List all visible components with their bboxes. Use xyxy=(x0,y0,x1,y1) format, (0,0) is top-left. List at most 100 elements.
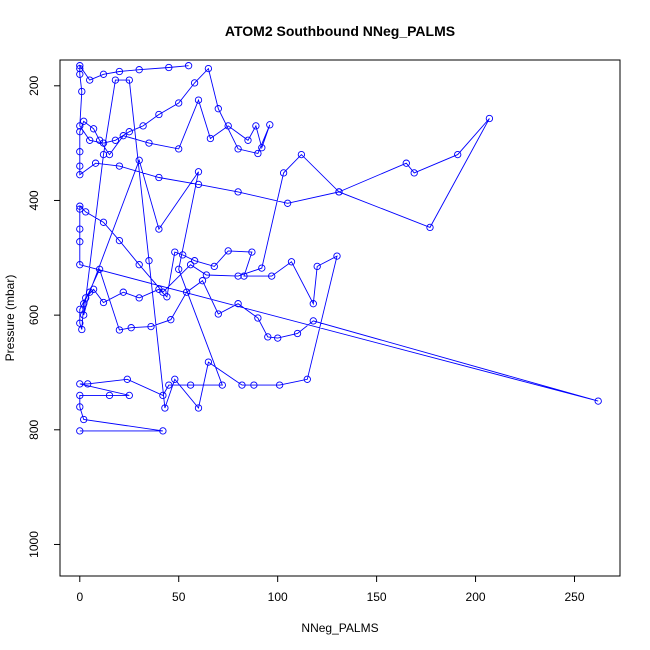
data-point xyxy=(119,132,127,140)
data-point xyxy=(145,257,153,265)
data-point xyxy=(275,381,284,389)
data-point xyxy=(214,310,222,318)
data-point xyxy=(105,150,114,159)
data-point xyxy=(78,325,86,334)
data-point xyxy=(99,298,108,307)
data-point xyxy=(86,76,94,84)
data-point xyxy=(426,223,434,232)
data-point xyxy=(123,375,131,383)
data-point xyxy=(115,67,124,76)
data-point xyxy=(80,300,88,308)
data-point xyxy=(155,110,163,119)
data-point xyxy=(171,375,179,383)
data-point xyxy=(139,122,147,130)
data-point xyxy=(99,139,108,147)
data-point xyxy=(594,397,602,405)
y-axis-label: Pressure (mbar) xyxy=(3,275,17,362)
data-point xyxy=(76,202,84,210)
data-point xyxy=(238,381,246,389)
data-point xyxy=(313,262,321,271)
data-point xyxy=(155,225,163,233)
data-point xyxy=(194,180,203,189)
y-axis: 200 400 600 800 1000 xyxy=(27,75,61,558)
data-point xyxy=(76,62,84,70)
data-point xyxy=(159,288,167,296)
data-point xyxy=(258,144,266,152)
data-point xyxy=(287,258,296,266)
data-point xyxy=(254,314,262,322)
x-tick-label: 150 xyxy=(367,590,387,604)
data-point xyxy=(204,358,213,366)
data-point xyxy=(206,134,215,143)
data-point xyxy=(76,225,84,233)
data-point xyxy=(250,381,258,389)
data-point xyxy=(76,238,84,246)
data-point xyxy=(268,272,276,280)
data-point xyxy=(218,381,226,389)
data-point xyxy=(198,277,207,285)
data-point xyxy=(115,326,124,334)
data-point xyxy=(95,265,104,273)
data-point xyxy=(80,117,88,125)
data-point xyxy=(159,427,167,435)
data-point xyxy=(76,380,84,388)
data-point xyxy=(264,333,272,341)
data-point xyxy=(89,285,98,293)
data-point xyxy=(175,145,183,153)
data-point xyxy=(125,128,133,136)
data-point xyxy=(159,391,167,400)
data-point xyxy=(234,272,242,280)
data-point xyxy=(80,311,88,319)
data-point xyxy=(91,159,100,167)
data-point xyxy=(161,404,169,412)
data-point xyxy=(145,139,153,147)
data-point xyxy=(194,96,203,104)
data-layer xyxy=(76,62,602,435)
data-point xyxy=(204,64,213,73)
data-point xyxy=(76,261,84,269)
data-point xyxy=(202,271,211,279)
data-point xyxy=(111,76,120,84)
data-point xyxy=(99,70,108,78)
data-point xyxy=(234,188,242,196)
data-point xyxy=(135,156,143,164)
y-tick-label: 600 xyxy=(27,305,41,325)
data-point xyxy=(179,251,187,259)
y-tick-label: 200 xyxy=(27,75,41,95)
data-point xyxy=(127,324,135,332)
data-point xyxy=(194,168,203,176)
data-point xyxy=(333,252,341,260)
data-point xyxy=(135,66,143,74)
data-point xyxy=(135,294,143,302)
data-point xyxy=(485,114,494,123)
data-point xyxy=(76,148,84,156)
data-point xyxy=(76,64,84,73)
data-point xyxy=(402,159,410,167)
data-point xyxy=(76,427,84,435)
data-point xyxy=(165,381,173,389)
data-point xyxy=(274,334,282,342)
data-point xyxy=(240,272,248,280)
data-point xyxy=(210,262,218,271)
data-point xyxy=(76,70,84,78)
data-point xyxy=(293,329,302,338)
data-point xyxy=(303,375,311,383)
data-point xyxy=(175,265,183,273)
data-point xyxy=(184,62,193,70)
data-point xyxy=(234,300,242,308)
data-point xyxy=(194,404,203,412)
x-axis-label: NNeg_PALMS xyxy=(301,621,378,635)
data-point xyxy=(410,169,418,177)
data-point xyxy=(82,208,90,216)
data-point xyxy=(76,205,84,213)
data-point xyxy=(76,171,84,179)
data-point xyxy=(266,121,274,129)
data-point xyxy=(76,162,84,170)
data-point xyxy=(155,173,163,182)
data-point xyxy=(171,248,179,256)
x-tick-label: 0 xyxy=(76,590,83,604)
data-point xyxy=(214,105,222,113)
data-point xyxy=(125,76,133,84)
